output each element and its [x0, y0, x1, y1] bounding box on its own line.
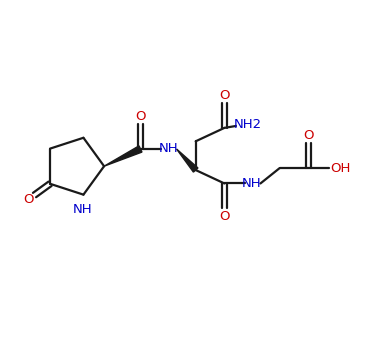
Text: O: O: [303, 129, 313, 142]
Text: NH: NH: [242, 177, 262, 190]
Text: O: O: [219, 210, 230, 223]
Text: OH: OH: [330, 162, 350, 175]
Polygon shape: [176, 149, 198, 172]
Text: O: O: [135, 110, 146, 123]
Text: O: O: [24, 193, 34, 206]
Text: NH: NH: [73, 203, 93, 216]
Polygon shape: [104, 146, 142, 166]
Text: O: O: [219, 89, 230, 102]
Text: NH: NH: [158, 143, 178, 156]
Text: NH2: NH2: [234, 118, 262, 131]
